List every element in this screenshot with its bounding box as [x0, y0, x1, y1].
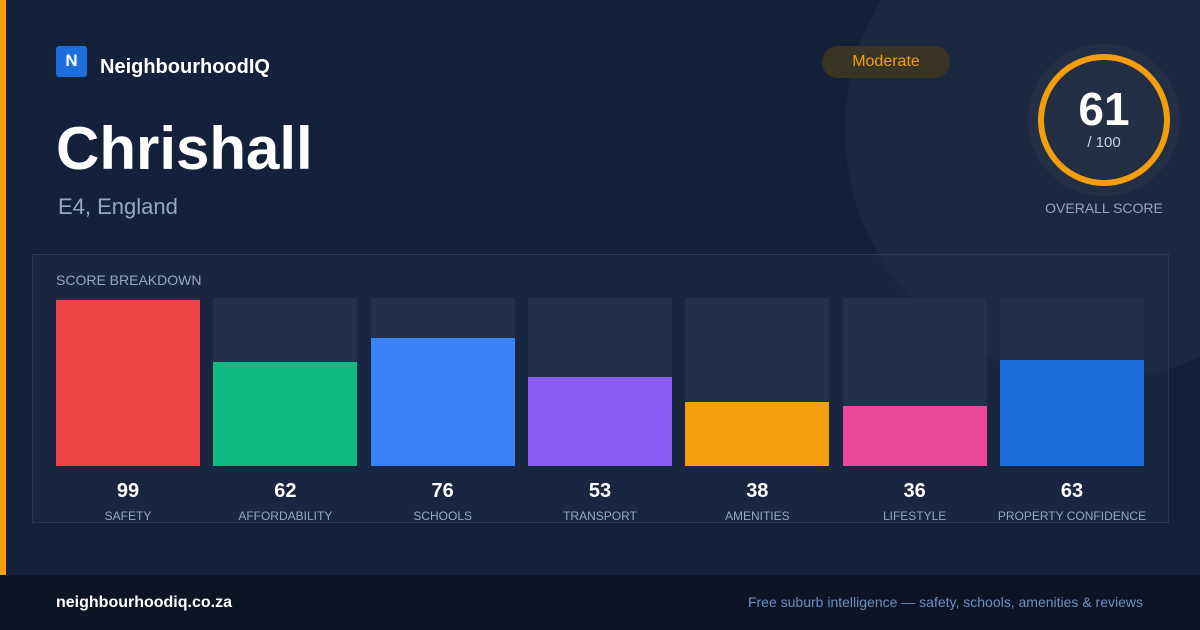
bar: [56, 299, 200, 466]
bar: [842, 405, 987, 466]
category-label: TRANSPORT: [563, 509, 637, 523]
score: 61: [1078, 83, 1130, 135]
badge: Moderate: [822, 46, 950, 78]
category-label: SCHOOLS: [413, 509, 472, 523]
bar: [685, 402, 830, 466]
logo: N: [56, 46, 87, 77]
chart-title: SCORE BREAKDOWN: [56, 272, 202, 288]
value-label: 99: [116, 480, 140, 502]
value-label: 62: [274, 480, 297, 502]
tagline: Free suburb intelligence — safety, schoo…: [747, 594, 1143, 610]
footer: [0, 575, 1200, 630]
value-label: 53: [588, 480, 612, 502]
score-label: OVERALL SCORE: [1045, 200, 1163, 216]
ring: [1038, 54, 1170, 186]
bar: [213, 361, 358, 466]
bar: [527, 376, 672, 466]
bar: [370, 338, 515, 466]
brand: NeighbourhoodIQ: [100, 56, 270, 78]
category-label: AMENITIES: [724, 509, 790, 523]
accent-strip: [0, 0, 6, 575]
score-denominator: / 100: [1087, 134, 1121, 151]
score-ring: 61 / 100: [1028, 44, 1180, 196]
value-label: 63: [1060, 480, 1084, 502]
category-label: SAFETY: [104, 509, 152, 523]
category-label: PROPERTY CONFIDENCE: [997, 509, 1147, 523]
value-label: 38: [746, 480, 769, 502]
category-label: LIFESTYLE: [882, 509, 947, 523]
site: neighbourhoodiq.co.za: [56, 594, 232, 611]
bar: [999, 360, 1144, 466]
location: E4, England: [58, 194, 178, 219]
value-label: 36: [903, 480, 926, 502]
category-label: AFFORDABILITY: [238, 509, 333, 523]
value-label: 76: [431, 480, 454, 502]
title: Chrishall: [56, 115, 313, 182]
